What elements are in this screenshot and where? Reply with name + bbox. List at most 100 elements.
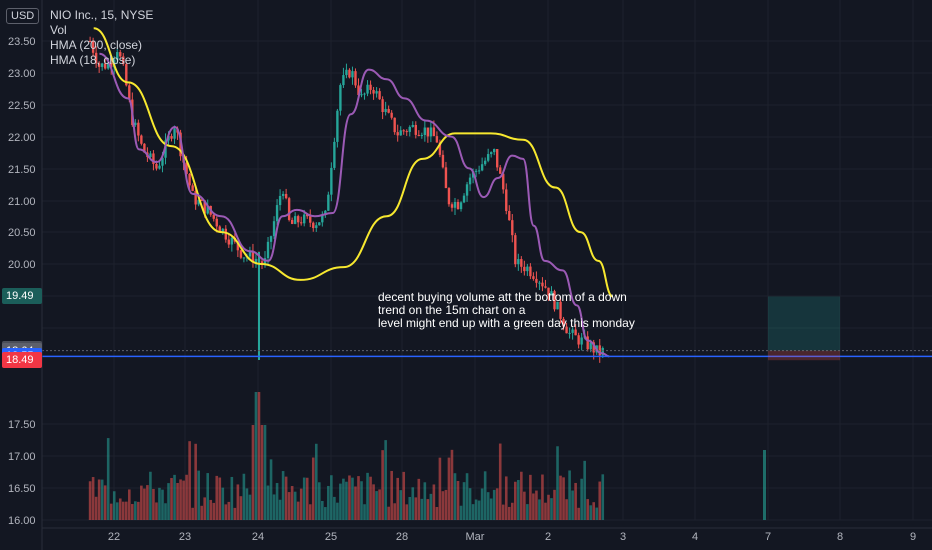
y-tick-label: 22.50 <box>8 100 36 112</box>
volume-bar <box>185 474 188 520</box>
volume-bar <box>601 474 605 520</box>
candle-body <box>586 336 589 350</box>
volume-bar <box>327 485 330 520</box>
volume-bar <box>447 457 451 520</box>
volume-bar <box>269 459 273 520</box>
volume-bar <box>444 489 448 520</box>
volume-bar <box>164 503 167 520</box>
volume-bar <box>495 488 499 520</box>
y-tick-label: 16.50 <box>8 483 36 495</box>
volume-bar <box>417 478 421 520</box>
volume-bar <box>384 440 387 520</box>
volume-bar <box>598 481 602 520</box>
volume-bar <box>324 507 327 520</box>
volume-bar <box>236 484 240 520</box>
candle-body <box>188 173 191 186</box>
x-tick-label: 28 <box>396 531 408 543</box>
volume-bar <box>520 471 523 520</box>
y-tick-label: 21.00 <box>8 196 36 208</box>
candle-body <box>399 130 402 136</box>
candle-body <box>134 122 137 126</box>
volume-bar <box>146 485 149 520</box>
candle-body <box>486 154 490 161</box>
volume-bar <box>595 507 599 520</box>
candle-body <box>342 75 345 86</box>
volume-bar <box>97 479 101 520</box>
candle-body <box>483 160 487 165</box>
volume-bar <box>161 489 164 520</box>
candle-body <box>384 108 387 113</box>
hma-slow-legend[interactable]: HMA (200, close) <box>50 38 143 52</box>
candle-body <box>529 266 532 277</box>
candle-body <box>390 112 393 118</box>
volume-bar <box>450 449 454 520</box>
candle-body <box>372 89 375 94</box>
candle-body <box>348 69 351 78</box>
candle-body <box>492 149 496 153</box>
candle-body <box>149 153 152 158</box>
volume-series <box>88 392 766 520</box>
volume-bar <box>345 481 348 520</box>
volume-bar <box>224 504 228 520</box>
volume-bar <box>170 478 173 520</box>
candle-body <box>468 177 472 185</box>
candle-body <box>414 124 417 135</box>
annotation-line: level might end up with a green day this… <box>378 316 635 330</box>
volume-bar <box>336 502 339 520</box>
x-tick-label: 23 <box>179 531 191 543</box>
annotation-text[interactable]: decent buying volume att the bottom of a… <box>378 291 678 330</box>
volume-bar <box>278 499 282 520</box>
volume-legend[interactable]: Vol <box>50 23 67 37</box>
candle-body <box>306 214 309 217</box>
volume-bar <box>550 498 553 520</box>
candle-body <box>333 141 336 168</box>
hma-lines <box>93 27 614 358</box>
candle-body <box>269 236 273 242</box>
volume-bar <box>360 481 363 520</box>
x-tick-label: 8 <box>837 531 843 543</box>
candle-body <box>432 127 436 137</box>
candle-body <box>523 266 526 272</box>
candle-body <box>206 205 209 214</box>
y-tick-label: 17.00 <box>8 451 36 463</box>
currency-button[interactable]: USD <box>6 8 40 24</box>
volume-bar <box>317 482 321 520</box>
candle-body <box>420 135 424 137</box>
volume-bar <box>526 504 529 520</box>
volume-bar <box>290 485 294 520</box>
x-tick-label: 25 <box>325 531 337 543</box>
volume-bar <box>577 507 580 520</box>
candle-body <box>218 226 221 232</box>
candle-body <box>330 167 333 195</box>
price-tag: 18.49 <box>2 352 42 369</box>
candle-body <box>88 41 92 42</box>
volume-bar <box>167 483 170 520</box>
volume-bar <box>131 504 134 520</box>
symbol-title[interactable]: NIO Inc., 15, NYSE <box>50 8 154 22</box>
volume-bar <box>230 476 234 520</box>
volume-bar <box>143 488 146 520</box>
hma-slow-line <box>93 27 614 298</box>
candle-body <box>508 211 511 221</box>
volume-bar <box>420 498 424 520</box>
candle-body <box>381 99 384 113</box>
candle-body <box>489 152 493 155</box>
hma-fast-legend[interactable]: HMA (18, close) <box>50 53 136 67</box>
volume-bar <box>583 460 586 520</box>
volume-bar <box>342 478 345 520</box>
x-tick-label: 2 <box>545 531 551 543</box>
candle-body <box>520 259 523 267</box>
candle-body <box>281 193 285 196</box>
volume-bar <box>589 505 592 520</box>
volume-bar <box>471 504 475 520</box>
volume-bar <box>115 502 119 520</box>
y-tick-label: 16.00 <box>8 515 36 527</box>
volume-bar <box>411 487 415 520</box>
volume-bar <box>176 482 179 520</box>
candle-body <box>296 216 300 223</box>
volume-bar <box>272 494 276 520</box>
volume-bar <box>152 488 155 520</box>
candle-body <box>393 117 396 133</box>
volume-bar <box>378 489 381 520</box>
